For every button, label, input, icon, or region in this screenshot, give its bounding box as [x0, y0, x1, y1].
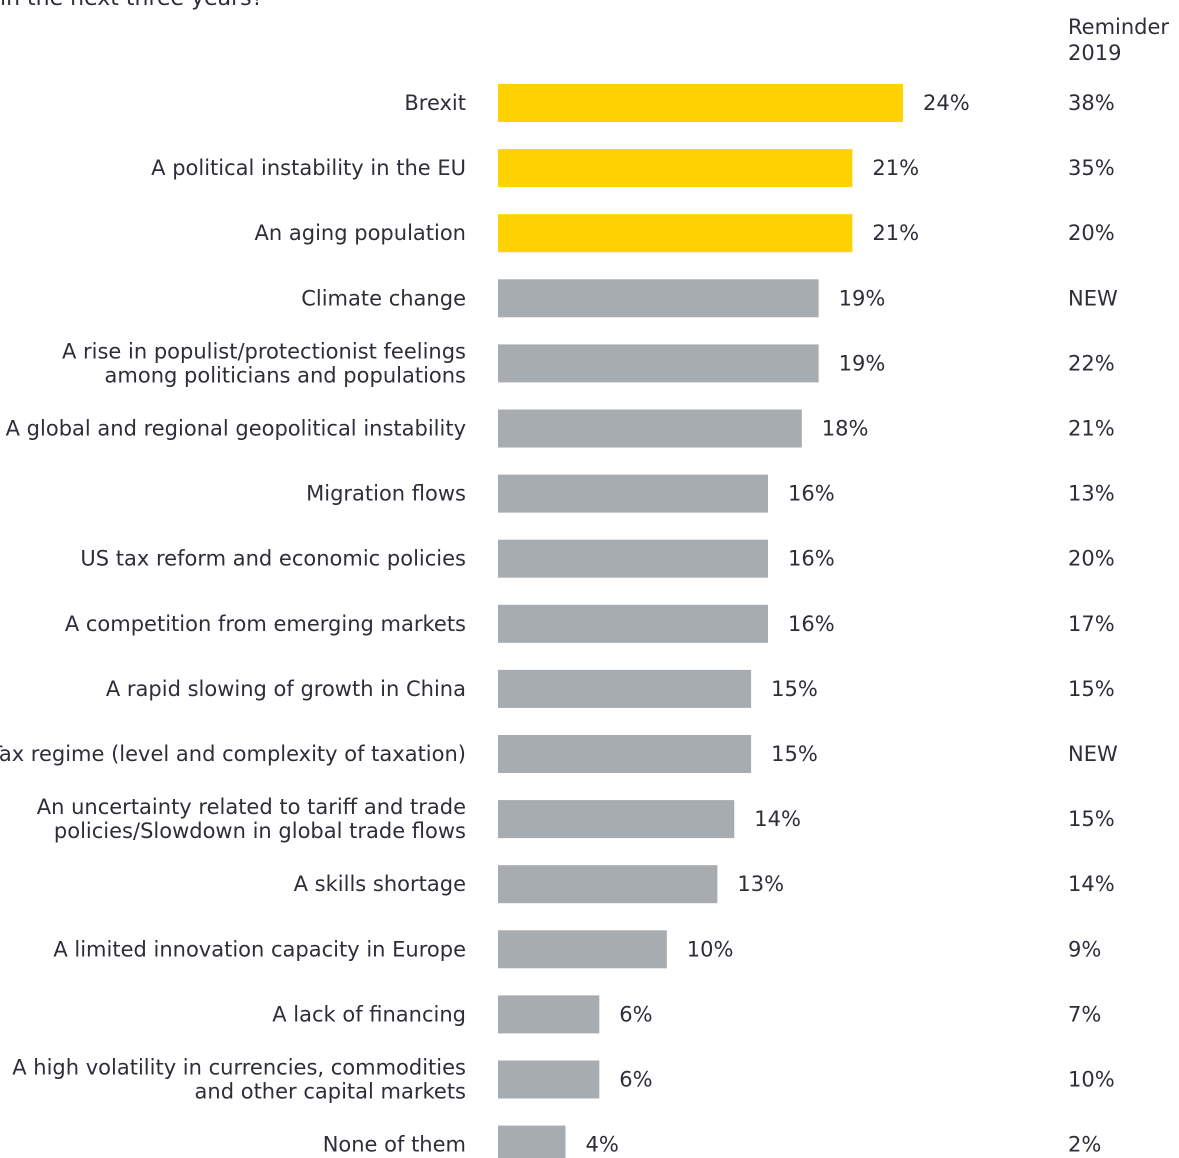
- bar-12: [498, 865, 718, 904]
- category-label-16: None of them: [323, 1133, 466, 1157]
- bar-11: [498, 800, 735, 839]
- bar-3: [498, 279, 819, 318]
- reminder-2019-value-5: 21%: [1068, 417, 1115, 441]
- category-label-6: Migration flows: [306, 482, 466, 506]
- value-label-9: 15%: [771, 677, 818, 701]
- value-label-2: 21%: [872, 221, 919, 245]
- value-label-1: 21%: [872, 156, 919, 180]
- reminder-2019-value-2: 20%: [1068, 221, 1115, 245]
- category-label-14: A lack of financing: [272, 1002, 466, 1026]
- value-label-6: 16%: [788, 482, 835, 506]
- bar-0: [498, 84, 903, 122]
- reminder-2019-value-15: 10%: [1068, 1068, 1115, 1092]
- category-label-11: An uncertainty related to tariff and tra…: [37, 795, 466, 843]
- category-label-4: A rise in populist/protectionist feeling…: [62, 339, 466, 387]
- bar-2: [498, 214, 853, 253]
- category-label-9: A rapid slowing of growth in China: [106, 677, 466, 701]
- value-label-11: 14%: [754, 807, 801, 831]
- bar-7: [498, 539, 768, 578]
- bar-15: [498, 1060, 600, 1099]
- value-label-3: 19%: [839, 286, 886, 310]
- reminder-2019-value-13: 9%: [1068, 937, 1101, 961]
- value-label-4: 19%: [839, 351, 886, 375]
- question-title: in the next three years?: [0, 0, 263, 11]
- value-label-10: 15%: [771, 742, 818, 766]
- category-label-10: Tax regime (level and complexity of taxa…: [0, 742, 466, 766]
- reminder-2019-value-9: 15%: [1068, 677, 1115, 701]
- bar-10: [498, 735, 752, 773]
- category-label-15: A high volatility in currencies, commodi…: [12, 1056, 466, 1104]
- reminder-header-line1: Reminder: [1068, 15, 1170, 39]
- bar-16: [498, 1125, 566, 1158]
- reminder-2019-value-1: 35%: [1068, 156, 1115, 180]
- category-label-1: A political instability in the EU: [151, 156, 466, 180]
- bar-6: [498, 474, 768, 513]
- value-label-12: 13%: [737, 872, 784, 896]
- bar-9: [498, 669, 752, 708]
- bar-8: [498, 604, 768, 643]
- value-label-14: 6%: [619, 1002, 652, 1026]
- bar-4: [498, 344, 819, 383]
- value-label-15: 6%: [619, 1068, 652, 1092]
- category-label-12: A skills shortage: [294, 872, 466, 896]
- category-label-7: US tax reform and economic policies: [80, 547, 466, 571]
- reminder-2019-value-4: 22%: [1068, 351, 1115, 375]
- value-label-16: 4%: [586, 1133, 619, 1157]
- category-label-8: A competition from emerging markets: [65, 612, 466, 636]
- category-label-3: Climate change: [301, 286, 466, 310]
- bar-1: [498, 149, 853, 188]
- reminder-2019-value-0: 38%: [1068, 91, 1115, 115]
- value-label-0: 24%: [923, 91, 970, 115]
- category-label-5: A global and regional geopolitical insta…: [6, 417, 466, 441]
- reminder-2019-value-14: 7%: [1068, 1002, 1101, 1026]
- reminder-2019-header: Reminder 2019: [1068, 14, 1169, 66]
- bar-14: [498, 995, 600, 1034]
- reminder-2019-value-7: 20%: [1068, 547, 1115, 571]
- reminder-2019-value-3: NEW: [1068, 286, 1118, 310]
- reminder-2019-value-12: 14%: [1068, 872, 1115, 896]
- reminder-2019-value-6: 13%: [1068, 482, 1115, 506]
- value-label-13: 10%: [687, 937, 734, 961]
- reminder-2019-value-10: NEW: [1068, 742, 1118, 766]
- reminder-header-line2: 2019: [1068, 41, 1122, 65]
- bar-13: [498, 930, 667, 969]
- reminder-2019-value-11: 15%: [1068, 807, 1115, 831]
- reminder-2019-value-8: 17%: [1068, 612, 1115, 636]
- reminder-2019-value-16: 2%: [1068, 1133, 1101, 1157]
- value-label-7: 16%: [788, 547, 835, 571]
- value-label-5: 18%: [822, 417, 869, 441]
- category-label-0: Brexit: [404, 91, 466, 115]
- category-label-13: A limited innovation capacity in Europe: [53, 937, 466, 961]
- category-label-2: An aging population: [255, 221, 466, 245]
- bar-5: [498, 409, 802, 448]
- value-label-8: 16%: [788, 612, 835, 636]
